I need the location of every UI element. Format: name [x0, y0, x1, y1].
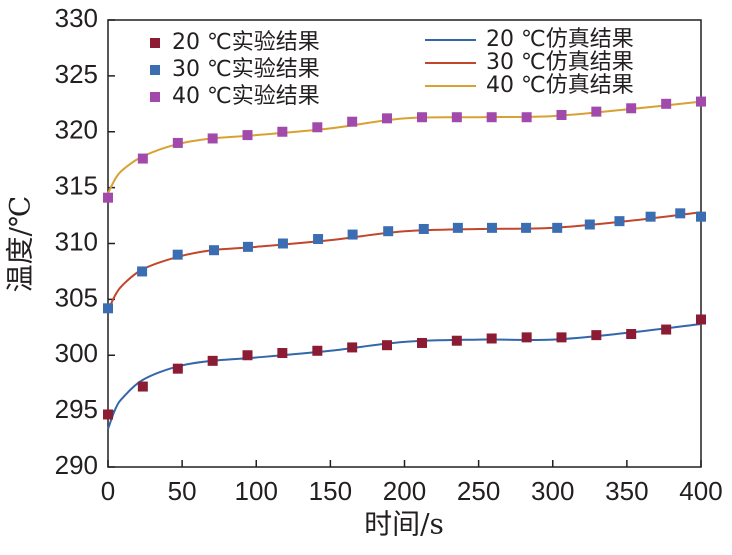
- data-point: [452, 222, 463, 233]
- data-point: [242, 241, 253, 252]
- data-point: [626, 103, 637, 114]
- data-point: [103, 303, 113, 314]
- data-point: [208, 245, 219, 256]
- data-point: [416, 112, 427, 123]
- legend-marker: [150, 38, 160, 48]
- data-point: [552, 222, 563, 233]
- y-tick-label: 325: [55, 59, 98, 89]
- x-tick-label: 400: [679, 476, 722, 506]
- data-point: [556, 332, 567, 343]
- data-point: [137, 381, 148, 392]
- x-tick-label: 100: [235, 476, 278, 506]
- legend-marker: [150, 65, 160, 75]
- data-point: [242, 130, 253, 141]
- data-point: [347, 116, 358, 127]
- data-point: [645, 211, 656, 222]
- data-point: [451, 335, 462, 346]
- y-tick-label: 305: [55, 282, 98, 312]
- sim-line: [107, 211, 702, 311]
- data-point: [591, 330, 602, 341]
- data-point: [172, 137, 183, 148]
- data-point: [521, 332, 532, 343]
- legend-label: 40 ℃实验结果: [172, 84, 320, 109]
- x-tick-label: 0: [101, 476, 115, 506]
- y-axis-label: 温度/℃: [4, 196, 37, 293]
- data-point: [661, 324, 672, 335]
- data-point: [103, 192, 113, 203]
- data-point: [626, 329, 637, 340]
- x-tick-label: 350: [605, 476, 648, 506]
- data-point: [696, 211, 706, 222]
- data-point: [207, 133, 218, 144]
- data-point: [313, 234, 324, 245]
- data-point: [696, 96, 706, 107]
- data-point: [418, 223, 429, 234]
- y-tick-label: 330: [55, 3, 98, 33]
- data-point: [382, 340, 393, 351]
- x-axis-label: 时间/s: [364, 508, 444, 541]
- plot-frame: [107, 19, 702, 468]
- data-point: [416, 337, 427, 348]
- data-point: [137, 153, 148, 164]
- sim-line: [107, 100, 702, 194]
- data-point: [347, 229, 358, 240]
- legend-label: 30 ℃仿真结果: [486, 50, 634, 75]
- data-point: [312, 345, 323, 356]
- data-point: [347, 342, 358, 353]
- legend-label: 20 ℃实验结果: [172, 30, 320, 55]
- data-point: [591, 106, 602, 117]
- legend-marker: [150, 92, 160, 102]
- data-point: [312, 122, 323, 133]
- data-point: [382, 113, 393, 124]
- data-point: [451, 112, 462, 123]
- data-point: [521, 222, 532, 233]
- data-point: [486, 112, 497, 123]
- sim-line: [107, 322, 702, 430]
- x-tick-label: 300: [531, 476, 574, 506]
- legend-label: 40 ℃仿真结果: [486, 73, 634, 98]
- x-tick-label: 50: [168, 476, 197, 506]
- data-point: [584, 219, 595, 230]
- data-point: [675, 208, 686, 219]
- y-tick-label: 320: [55, 115, 98, 145]
- x-tick-label: 150: [309, 476, 352, 506]
- y-tick-label: 315: [55, 171, 98, 201]
- data-point: [172, 249, 183, 260]
- data-point: [486, 222, 497, 233]
- data-point: [556, 109, 567, 120]
- data-point: [696, 314, 706, 325]
- data-point: [103, 409, 113, 420]
- y-tick-label: 310: [55, 226, 98, 256]
- data-point: [242, 350, 253, 361]
- y-tick-label: 295: [55, 394, 98, 424]
- data-point: [383, 226, 394, 237]
- data-point: [277, 348, 288, 359]
- data-point: [614, 216, 625, 227]
- data-point: [521, 112, 532, 123]
- legend-label: 30 ℃实验结果: [172, 57, 320, 82]
- x-tick-label: 250: [457, 476, 500, 506]
- y-tick-label: 300: [55, 338, 98, 368]
- data-point: [137, 266, 148, 277]
- data-point: [661, 98, 672, 109]
- legend-label: 20 ℃仿真结果: [486, 27, 634, 52]
- data-point: [172, 363, 183, 374]
- data-point: [207, 355, 218, 366]
- data-point: [486, 333, 497, 344]
- x-tick-label: 200: [383, 476, 426, 506]
- y-tick-label: 290: [55, 450, 98, 480]
- data-point: [277, 238, 288, 249]
- data-point: [277, 126, 288, 137]
